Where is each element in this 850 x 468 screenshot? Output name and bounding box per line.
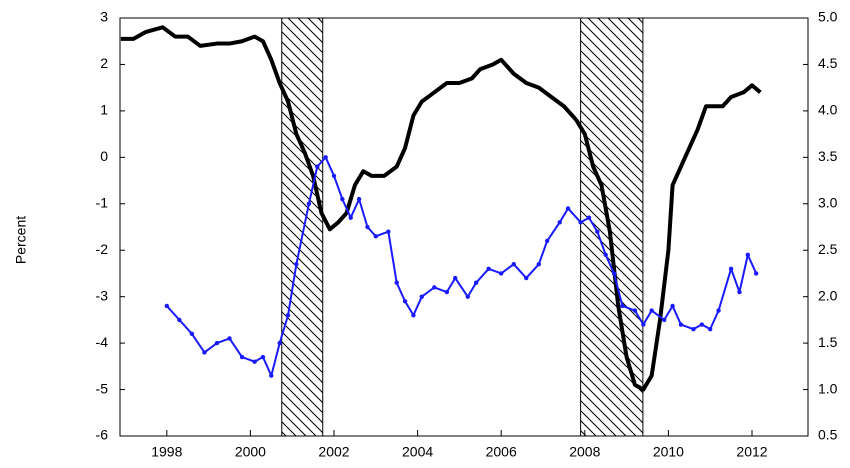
series-marker xyxy=(678,322,684,327)
x-tick-label: 2008 xyxy=(569,444,600,460)
series-marker xyxy=(620,303,625,309)
series-marker xyxy=(632,308,638,313)
series-marker xyxy=(260,354,266,360)
series-marker xyxy=(707,326,713,332)
y-tick-label: 1 xyxy=(100,102,108,118)
plot-frame xyxy=(119,17,809,437)
series-marker xyxy=(432,285,437,290)
x-tick-label: 2002 xyxy=(318,444,349,460)
y-tick-label: 3 xyxy=(100,9,108,25)
series-marker xyxy=(716,308,721,313)
series-marker xyxy=(252,359,257,364)
series-marker xyxy=(745,252,751,258)
series-marker xyxy=(214,340,220,346)
series-marker xyxy=(227,336,232,341)
series-marker xyxy=(340,196,345,202)
series-marker xyxy=(444,289,450,295)
y2-tick-label: 1.0 xyxy=(818,380,838,396)
series-marker xyxy=(277,340,282,346)
series-marker xyxy=(294,261,299,267)
series-marker xyxy=(578,220,583,225)
x-tick-label: 1998 xyxy=(151,444,182,460)
y-tick-label: -3 xyxy=(96,287,109,303)
series-marker xyxy=(728,266,734,271)
y2-tick-label: 0.5 xyxy=(818,427,838,443)
series-marker xyxy=(348,215,353,220)
series-marker xyxy=(670,303,675,309)
series-marker xyxy=(189,331,195,337)
series-marker xyxy=(306,201,312,206)
y2-tick-label: 3.0 xyxy=(818,194,838,210)
y2-tick-label: 5.0 xyxy=(818,9,838,25)
x-tick-label: 2006 xyxy=(486,444,517,460)
y-tick-label: -5 xyxy=(96,380,109,396)
series-marker xyxy=(603,252,608,258)
series-marker xyxy=(331,173,337,179)
series-marker xyxy=(323,155,328,160)
y2-tick-label: 2.5 xyxy=(818,241,838,257)
series-line xyxy=(166,156,758,377)
series-marker xyxy=(177,317,182,323)
y2-tick-label: 2.0 xyxy=(818,287,838,303)
series-marker xyxy=(511,261,516,267)
series-marker xyxy=(419,294,424,299)
series-marker xyxy=(557,220,562,225)
series-marker xyxy=(641,322,646,327)
series-marker xyxy=(662,317,667,323)
series-marker xyxy=(402,299,408,304)
x-tick-label: 2012 xyxy=(736,444,767,460)
series-marker xyxy=(611,271,617,276)
series-marker xyxy=(691,326,696,332)
x-tick-label: 2010 xyxy=(653,444,684,460)
series-marker xyxy=(473,280,479,285)
series-line xyxy=(120,25,762,392)
series-marker xyxy=(699,322,705,327)
series-marker xyxy=(202,350,207,355)
series-marker xyxy=(285,313,291,318)
series-marker xyxy=(486,266,491,271)
x-tick-label: 2004 xyxy=(402,444,433,460)
y2-tick-label: 4.5 xyxy=(818,55,838,71)
series-marker xyxy=(269,373,274,378)
y-tick-label: -1 xyxy=(96,194,109,210)
series-marker xyxy=(365,224,370,230)
series-marker xyxy=(737,289,742,295)
y2-tick-label: 4.0 xyxy=(818,102,838,118)
y-tick-label: 2 xyxy=(100,55,108,71)
series-marker xyxy=(595,229,600,234)
series-marker xyxy=(453,275,458,281)
series-marker xyxy=(586,215,592,220)
series-marker xyxy=(373,234,379,239)
y2-tick-label: 1.5 xyxy=(818,334,838,350)
y-axis-label: Percent xyxy=(13,216,29,264)
series-marker xyxy=(753,271,759,276)
shaded-period xyxy=(580,18,643,436)
series-marker xyxy=(465,294,470,299)
series-marker xyxy=(356,196,362,202)
y-tick-label: -6 xyxy=(96,427,109,443)
y-tick-label: 0 xyxy=(100,148,108,164)
series-marker xyxy=(239,354,245,360)
y-tick-label: -2 xyxy=(96,241,109,257)
series-marker xyxy=(386,229,391,234)
series-marker xyxy=(536,261,542,267)
series-marker xyxy=(315,164,320,169)
series-marker xyxy=(544,238,550,244)
series-marker xyxy=(524,275,529,281)
series-marker xyxy=(649,308,654,313)
shaded-period xyxy=(281,18,323,436)
series-marker xyxy=(499,271,504,276)
series-marker xyxy=(164,303,170,309)
series-marker xyxy=(565,206,571,211)
y-tick-label: -4 xyxy=(96,334,109,350)
series-marker xyxy=(411,313,416,318)
series-marker xyxy=(394,280,399,285)
x-tick-label: 2000 xyxy=(235,444,266,460)
y2-tick-label: 3.5 xyxy=(818,148,838,164)
